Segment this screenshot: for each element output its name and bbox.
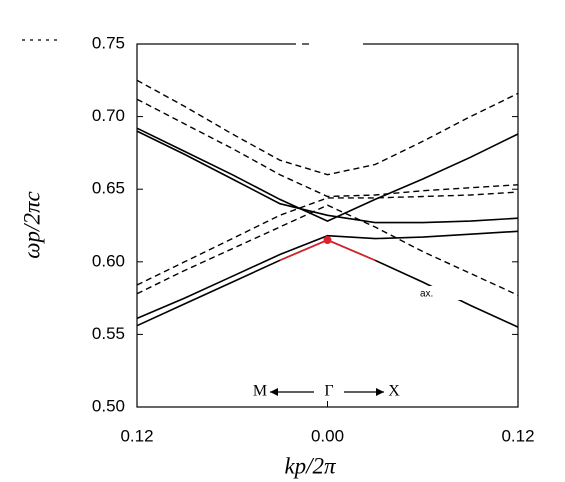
y-tick-label: 0.55 [92, 324, 125, 343]
x-axis-label: kp/2π [284, 453, 337, 478]
frame-gap [309, 42, 363, 46]
band-line [136, 230, 519, 320]
band-line [136, 79, 519, 176]
band-line [136, 98, 519, 198]
x-tick-label: 0.12 [501, 426, 534, 445]
label-gap [418, 286, 468, 300]
annotation: M [253, 383, 267, 400]
marker-point [323, 236, 332, 245]
annotation: X [388, 383, 400, 400]
y-tick-label: 0.65 [92, 179, 125, 198]
y-axis-label: ωp/2πc [19, 191, 44, 258]
y-tick-label: 0.50 [92, 396, 125, 415]
band-line [136, 130, 519, 224]
y-tick-label: 0.75 [92, 33, 125, 52]
y-tick-label: 0.70 [92, 106, 125, 125]
band-line [136, 204, 519, 296]
arrow-head [270, 388, 278, 396]
annotation: ax. [420, 289, 433, 300]
x-tick-label: 0.12 [120, 426, 153, 445]
plot-frame [136, 43, 519, 408]
band-line [136, 127, 519, 222]
arrow-head [376, 388, 384, 396]
frame-gap [296, 42, 302, 46]
annotation: Γ [324, 383, 333, 400]
x-tick-label: 0.00 [311, 426, 344, 445]
y-tick-label: 0.60 [92, 251, 125, 270]
band-line [136, 239, 519, 328]
band-line [136, 191, 519, 286]
